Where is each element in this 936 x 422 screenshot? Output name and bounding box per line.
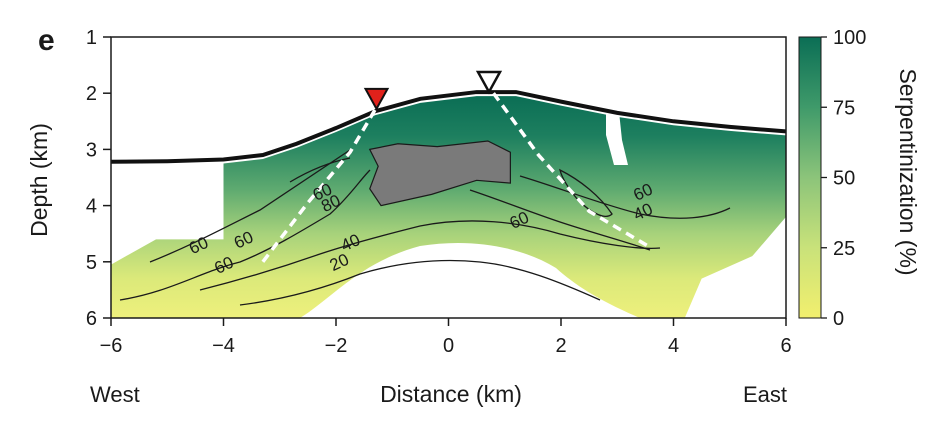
fault-line-west xyxy=(261,103,380,263)
colorbar-title: Serpentinization (%) xyxy=(895,68,921,275)
seafloor-line xyxy=(111,90,786,164)
fault-line-east xyxy=(492,92,652,250)
no-data-patch-2 xyxy=(606,102,628,165)
y-axis: 1 2 3 4 5 6 xyxy=(86,27,111,330)
y-tick-label: 1 xyxy=(86,27,97,49)
x-tick-label: 0 xyxy=(443,335,454,357)
x-axis-title: Distance (km) xyxy=(380,381,522,407)
x-tick-label: −4 xyxy=(212,335,235,357)
x-tick-label: −6 xyxy=(100,335,123,357)
y-axis-title: Depth (km) xyxy=(26,123,52,237)
colorbar xyxy=(798,36,822,319)
colorbar-ticks: 0 25 50 75 100 xyxy=(821,27,866,330)
x-tick-label: 2 xyxy=(555,335,566,357)
colorbar-tick-label: 100 xyxy=(833,27,866,49)
x-tick-label: −2 xyxy=(325,335,348,357)
panel-label: e xyxy=(38,24,55,57)
open-triangle-marker xyxy=(475,70,503,95)
red-triangle-marker xyxy=(363,87,390,111)
y-tick-label: 6 xyxy=(86,308,97,330)
x-tick-label: 6 xyxy=(780,335,791,357)
y-tick-label: 2 xyxy=(86,83,97,105)
x-tick-label: 4 xyxy=(668,335,679,357)
contour-lines xyxy=(119,149,731,306)
x-axis-east-label: East xyxy=(743,382,787,407)
colorbar-tick-label: 25 xyxy=(833,238,855,260)
x-axis-west-label: West xyxy=(90,382,140,407)
colorbar-tick-label: 0 xyxy=(833,308,844,330)
gray-body xyxy=(368,140,511,207)
x-axis: −6 −4 −2 0 2 4 6 xyxy=(100,318,792,357)
colorbar-tick-label: 75 xyxy=(833,97,855,119)
y-tick-label: 5 xyxy=(86,252,97,274)
no-data-patch-1 xyxy=(300,242,640,318)
y-tick-label: 3 xyxy=(86,139,97,161)
colorbar-tick-label: 50 xyxy=(833,168,855,190)
y-tick-label: 4 xyxy=(86,196,97,218)
